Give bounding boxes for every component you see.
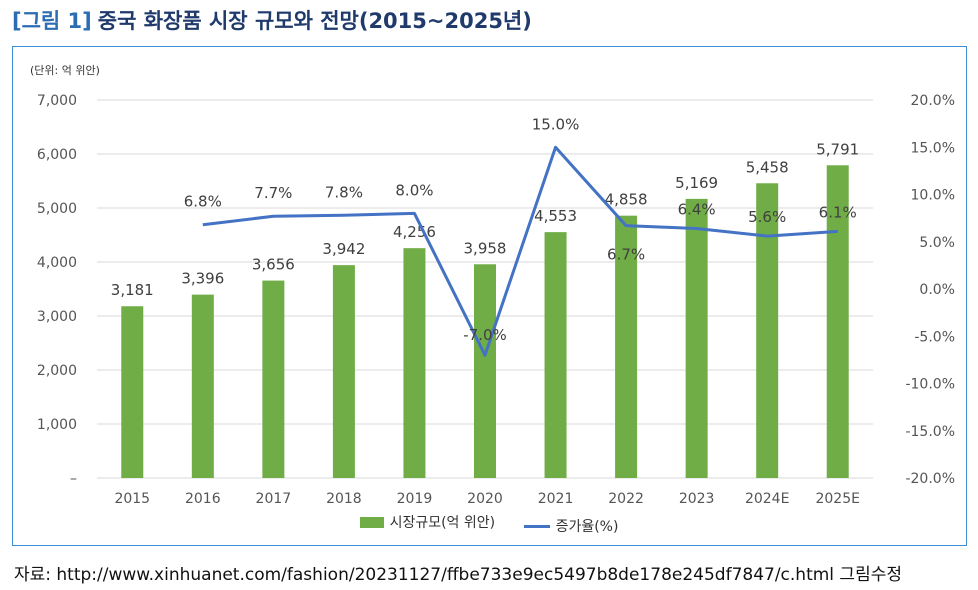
- bar-value-label: 4,553: [534, 207, 577, 225]
- bar: [332, 265, 355, 478]
- bar: [262, 280, 285, 478]
- x-tick-label: 2016: [185, 491, 221, 507]
- x-tick-label: 2022: [608, 491, 644, 507]
- x-tick-label: 2015: [114, 491, 150, 507]
- bar: [474, 264, 496, 478]
- growth-rate-label: 6.7%: [607, 246, 645, 264]
- x-tick-label: 2025E: [815, 491, 859, 507]
- y-right-tick-label: 5.0%: [919, 235, 955, 251]
- bar: [615, 215, 638, 478]
- x-tick-label: 2024E: [745, 491, 789, 507]
- legend-item-market-size: 시장규모(억 위안): [359, 512, 496, 532]
- x-tick-label: 2019: [397, 491, 433, 507]
- y-right-tick-label: 10.0%: [911, 188, 955, 204]
- growth-rate-label: -7.0%: [463, 326, 507, 344]
- legend-item-growth-rate: 증가율(%): [523, 516, 619, 536]
- y-right-tick-label: 20.0%: [911, 93, 955, 109]
- figure-title: [그림 1] 중국 화장품 시장 규모와 전망(2015~2025년): [12, 6, 532, 36]
- chart-frame: [12, 46, 967, 546]
- legend-label-growth-rate: 증가율(%): [555, 519, 619, 535]
- figure-title-text: 중국 화장품 시장 규모와 전망(2015~2025년): [97, 9, 532, 33]
- y-left-tick-label: 6,000: [37, 147, 77, 163]
- bar-value-label: 3,942: [322, 240, 365, 258]
- y-left-tick-label: 7,000: [37, 93, 77, 109]
- chart-legend: 시장규모(억 위안) 증가율(%): [0, 512, 978, 536]
- growth-rate-label: 6.4%: [678, 201, 716, 219]
- bar-value-label: 4,256: [393, 223, 436, 241]
- x-tick-label: 2020: [467, 491, 503, 507]
- bar: [403, 248, 426, 478]
- bar-value-label: 5,791: [816, 140, 859, 158]
- y-right-tick-label: -20.0%: [905, 471, 955, 487]
- source-note: 자료: http://www.xinhuanet.com/fashion/202…: [14, 565, 902, 585]
- growth-rate-label: 6.8%: [184, 193, 222, 211]
- y-left-tick-label: 3,000: [37, 309, 77, 325]
- y-right-tick-label: 15.0%: [911, 140, 955, 156]
- x-tick-label: 2017: [256, 491, 292, 507]
- y-left-tick-label: –: [70, 471, 77, 487]
- bar-value-label: 5,169: [675, 174, 718, 192]
- y-left-tick-label: 1,000: [37, 417, 77, 433]
- x-tick-label: 2023: [679, 491, 715, 507]
- growth-rate-label: 5.6%: [748, 208, 786, 226]
- bar: [121, 306, 144, 478]
- bar-value-label: 4,858: [605, 191, 648, 209]
- bar: [544, 232, 567, 478]
- y-left-tick-label: 4,000: [37, 255, 77, 271]
- y-right-tick-label: 0.0%: [919, 282, 955, 298]
- growth-rate-line: [202, 145, 838, 357]
- bar: [756, 183, 779, 478]
- y-left-tick-label: 5,000: [37, 201, 77, 217]
- bar-value-label: 3,656: [252, 256, 295, 274]
- y-right-tick-label: -10.0%: [905, 377, 955, 393]
- x-tick-label: 2018: [326, 491, 362, 507]
- x-tick-label: 2021: [538, 491, 574, 507]
- bar-value-label: 3,396: [181, 270, 224, 288]
- bar-value-label: 5,458: [746, 158, 789, 176]
- figure-number: [그림 1]: [12, 9, 92, 33]
- legend-label-market-size: 시장규모(억 위안): [389, 515, 496, 531]
- legend-line-swatch: [523, 524, 550, 528]
- unit-label: (단위: 억 위안): [30, 64, 100, 77]
- legend-bar-swatch: [359, 516, 384, 528]
- bar: [191, 294, 214, 478]
- bar: [826, 165, 849, 478]
- growth-rate-label: 7.7%: [254, 184, 292, 202]
- bar: [685, 198, 708, 478]
- growth-rate-label: 8.0%: [395, 181, 433, 199]
- bar-value-label: 3,958: [464, 239, 507, 257]
- growth-rate-label: 7.8%: [325, 183, 363, 201]
- growth-rate-label: 15.0%: [532, 115, 580, 133]
- y-right-tick-label: -5.0%: [914, 329, 955, 345]
- bar-value-label: 3,181: [111, 281, 154, 299]
- y-right-tick-label: -15.0%: [905, 424, 955, 440]
- growth-rate-label: 6.1%: [819, 203, 857, 221]
- y-left-tick-label: 2,000: [37, 363, 77, 379]
